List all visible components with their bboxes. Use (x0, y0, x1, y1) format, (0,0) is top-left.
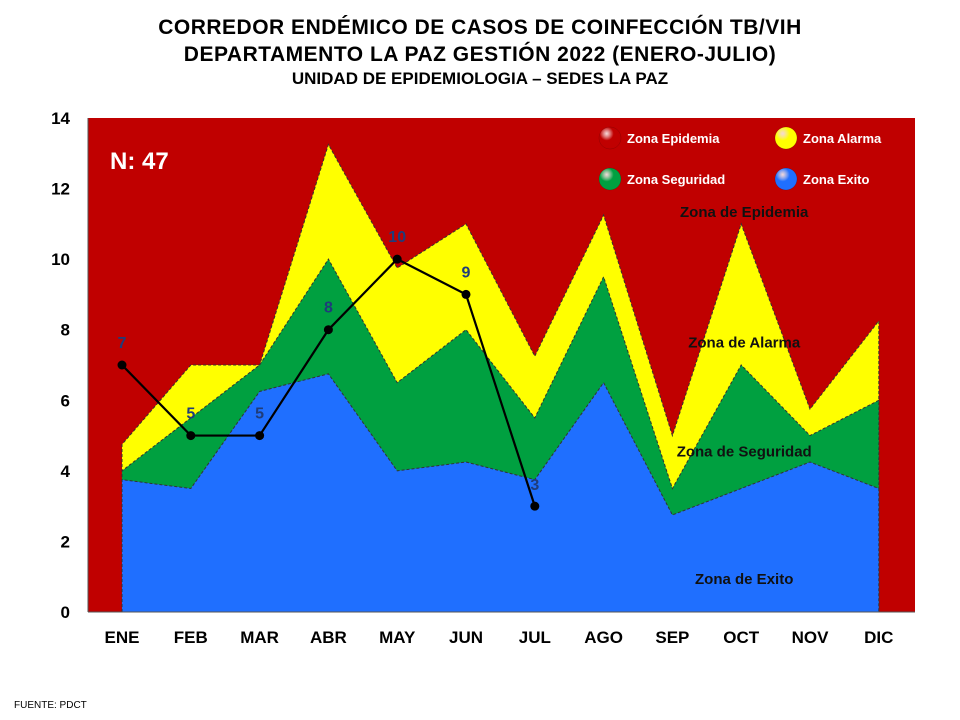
cases-data-label: 8 (324, 300, 333, 317)
zone-label: Zona de Exito (695, 571, 793, 588)
cases-point (323, 325, 333, 335)
source-note: FUENTE: PDCT (14, 700, 87, 711)
zone-exito-area (121, 373, 880, 613)
x-tick-label: MAR (240, 628, 279, 647)
n-total-label: N: 47 (110, 148, 169, 175)
chart-title-line1: CORREDOR ENDÉMICO DE CASOS DE COINFECCIÓ… (158, 16, 802, 39)
cases-point (186, 431, 196, 441)
cases-data-label: 5 (186, 406, 195, 423)
x-tick-label: AGO (584, 628, 623, 647)
x-tick-label: ABR (310, 628, 347, 647)
x-tick-label: SEP (655, 628, 689, 647)
x-tick-label: NOV (792, 628, 830, 647)
y-tick-label: 2 (61, 532, 70, 551)
legend-swatch-epidemia (598, 126, 622, 150)
y-tick-label: 8 (61, 321, 70, 340)
cases-point (117, 360, 127, 370)
cases-point (461, 289, 471, 299)
cases-point (530, 501, 540, 511)
cases-data-label: 9 (462, 264, 471, 281)
x-tick-label: OCT (723, 628, 760, 647)
cases-point (255, 431, 265, 441)
y-tick-label: 12 (51, 180, 70, 199)
x-tick-label: JUL (519, 628, 551, 647)
y-tick-label: 4 (61, 462, 71, 481)
cases-data-label: 7 (118, 335, 127, 352)
cases-data-label: 3 (530, 477, 539, 494)
legend-label-epidemia: Zona Epidemia (627, 131, 720, 146)
x-tick-label: FEB (174, 628, 208, 647)
x-tick-label: ENE (105, 628, 140, 647)
zone-label: Zona de Epidemia (680, 204, 809, 221)
zone-label: Zona de Seguridad (677, 444, 812, 461)
chart-subtitle: UNIDAD DE EPIDEMIOLOGIA – SEDES LA PAZ (291, 69, 669, 88)
x-tick-label: JUN (449, 628, 483, 647)
cases-data-label: 5 (255, 406, 264, 423)
legend-label-exito: Zona Exito (803, 172, 870, 187)
legend-label-alarma: Zona Alarma (803, 131, 882, 146)
legend-swatch-seguridad (598, 167, 622, 191)
y-tick-label: 0 (61, 603, 70, 622)
legend-label-seguridad: Zona Seguridad (627, 172, 725, 187)
zone-label: Zona de Alarma (688, 334, 801, 351)
legend-swatch-alarma (774, 126, 798, 150)
legend-swatch-exito (774, 167, 798, 191)
y-tick-label: 10 (51, 250, 70, 269)
x-tick-label: DIC (864, 628, 893, 647)
x-tick-label: MAY (379, 628, 416, 647)
cases-data-label: 10 (388, 229, 406, 246)
y-tick-label: 6 (61, 391, 70, 410)
chart-title-line2: DEPARTAMENTO LA PAZ GESTIÓN 2022 (ENERO-… (183, 43, 777, 66)
y-tick-label: 14 (51, 109, 70, 128)
cases-point (392, 254, 402, 264)
